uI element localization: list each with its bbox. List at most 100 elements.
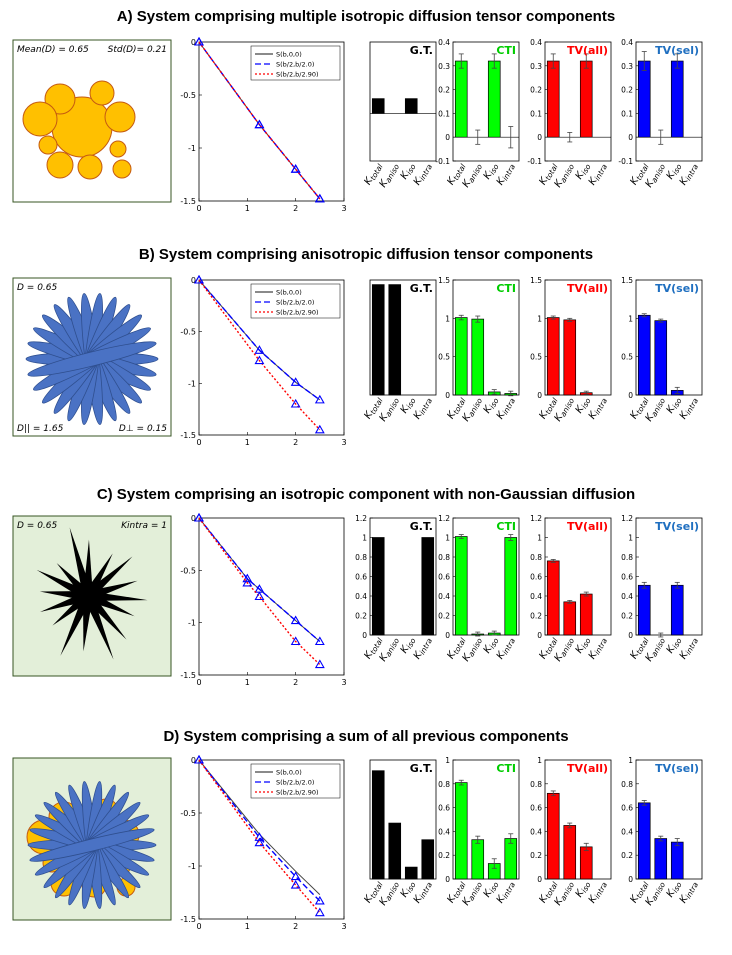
y-tick-label-4: 0.4 — [530, 592, 542, 601]
fiber-12 — [29, 828, 155, 862]
category-label-3: Kintra — [587, 635, 610, 662]
series-2-point-4 — [314, 659, 325, 669]
series-1-point-1 — [242, 573, 253, 583]
y-tick-label-0: 0.4 — [438, 38, 450, 47]
y-tick-label-4: 0 — [537, 133, 542, 142]
panel-title: CTI — [496, 44, 516, 57]
kurtosis-bars-A-tvsel: 0.40.30.20.10-0.1KtotalKanisoKisoKintraT… — [618, 38, 703, 189]
y-tick-label-1: 1 — [445, 314, 450, 323]
bar-0 — [637, 314, 651, 396]
sphere-1 — [44, 83, 76, 115]
y-tick-label-1: -0.5 — [180, 566, 196, 575]
illustration-label-0: D = 0.65 — [17, 283, 58, 293]
y-tick-label-2: -1 — [188, 862, 196, 871]
y-tick-label-3: 0.1 — [621, 109, 633, 118]
panel-title: TV(sel) — [655, 520, 699, 533]
y-tick-label-0: 1.5 — [621, 276, 633, 285]
y-tick-label-1: 1 — [537, 534, 542, 543]
series-line-2 — [198, 517, 321, 666]
signal-plot-B: 0 1 2 3 0 -0.5 -1 -1.5 S(b,0,0) S(b/2,b/2.0) S(b/2… — [180, 274, 347, 447]
series-2-point-2 — [290, 164, 301, 173]
y-tick-label-5: -0.1 — [435, 157, 450, 166]
spike-5 — [60, 593, 93, 656]
y-tick-label-0: 0 — [191, 514, 196, 523]
series-2-point-3 — [290, 636, 301, 646]
series-line-0 — [198, 759, 321, 895]
y-tick-label-1: 1 — [628, 314, 633, 323]
x-tick-label-3: 3 — [341, 204, 346, 213]
y-tick-label-3: 0.6 — [621, 573, 633, 582]
y-tick-label-0: 1 — [445, 756, 450, 765]
bar-2 — [579, 60, 593, 138]
spike-3 — [83, 594, 114, 660]
y-tick-label-0: 1.5 — [530, 276, 542, 285]
y-tick-label-1: -0.5 — [180, 328, 196, 337]
y-tick-label-3: -1.5 — [180, 915, 196, 924]
y-tick-label-0: 1.5 — [438, 276, 450, 285]
bar-0 — [546, 792, 560, 880]
series-2-point-1 — [242, 577, 253, 587]
y-tick-label-3: 0.4 — [530, 827, 542, 836]
y-tick-label-3: 0 — [537, 391, 542, 400]
spike-12 — [83, 539, 93, 597]
y-tick-label-1: 0.3 — [530, 62, 542, 71]
y-tick-label-2: 0.6 — [530, 804, 542, 813]
bar-0 — [454, 536, 468, 636]
panel-title: TV(sel) — [655, 282, 699, 295]
series-1-point-2 — [290, 871, 301, 881]
y-tick-label-3: 0.4 — [438, 827, 450, 836]
category-label-3: Kintra — [412, 395, 435, 422]
y-tick-label-2: 0.8 — [438, 553, 450, 562]
category-label-3: Kintra — [412, 879, 435, 906]
y-tick-label-4: 0.2 — [621, 851, 633, 860]
y-tick-label-1: 0.8 — [530, 780, 542, 789]
row-b-title: B) System comprising anisotropic diffusi… — [138, 246, 594, 263]
category-label-3: Kintra — [495, 161, 518, 188]
y-tick-label-1: 0.3 — [621, 62, 633, 71]
panel-title: CTI — [496, 282, 516, 295]
y-tick-label-1: 1 — [445, 534, 450, 543]
category-label-3: Kintra — [587, 161, 610, 188]
bar-0 — [371, 98, 385, 114]
y-tick-label-2: 0.5 — [530, 353, 542, 362]
category-label-3: Kintra — [587, 879, 610, 906]
bar-1 — [388, 822, 402, 880]
kurtosis-bars-C-cti: 1.210.80.60.40.20KtotalKanisoKisoKintraC… — [438, 514, 520, 663]
legend-box — [250, 763, 341, 799]
bar-2 — [670, 584, 684, 636]
panel-title: G.T. — [410, 44, 433, 57]
spike-1 — [86, 591, 135, 617]
series-1-point-1 — [254, 345, 265, 354]
y-tick-label-4: 0.4 — [355, 592, 367, 601]
panel-title: TV(all) — [567, 762, 608, 775]
row-a-title: A) System comprising multiple isotropic … — [116, 8, 616, 25]
category-label-3: Kintra — [495, 395, 518, 422]
panel-title: G.T. — [410, 282, 433, 295]
x-tick-label-2: 2 — [293, 204, 298, 213]
y-tick-label-0: 0 — [191, 276, 196, 285]
y-tick-label-3: 0 — [628, 391, 633, 400]
bar-0 — [546, 560, 560, 636]
legend-entry-1: S(b/2,b/2.0) — [276, 299, 314, 307]
signal-plot-C: 0 1 2 3 0 -0.5 -1 -1.5 — [180, 512, 347, 687]
bar-1 — [654, 838, 668, 880]
series-2-point-1 — [254, 837, 265, 847]
bar-0 — [546, 60, 560, 138]
bar-2 — [579, 593, 593, 636]
y-tick-label-0: 0.4 — [621, 38, 633, 47]
bar-3 — [504, 838, 518, 880]
spike-15 — [86, 580, 138, 601]
y-tick-label-0: 1.2 — [438, 514, 450, 523]
category-label-3: Kintra — [678, 635, 701, 662]
y-tick-label-3: 0.1 — [530, 109, 542, 118]
y-tick-label-1: 1 — [628, 534, 633, 543]
y-tick-label-0: 1.2 — [530, 514, 542, 523]
y-tick-label-1: 0.8 — [621, 780, 633, 789]
series-2-point-3 — [314, 424, 325, 434]
y-tick-label-3: 0.6 — [530, 573, 542, 582]
legend-entry-1: S(b/2,b/2.0) — [276, 61, 314, 69]
series-2-point-1 — [254, 355, 265, 365]
